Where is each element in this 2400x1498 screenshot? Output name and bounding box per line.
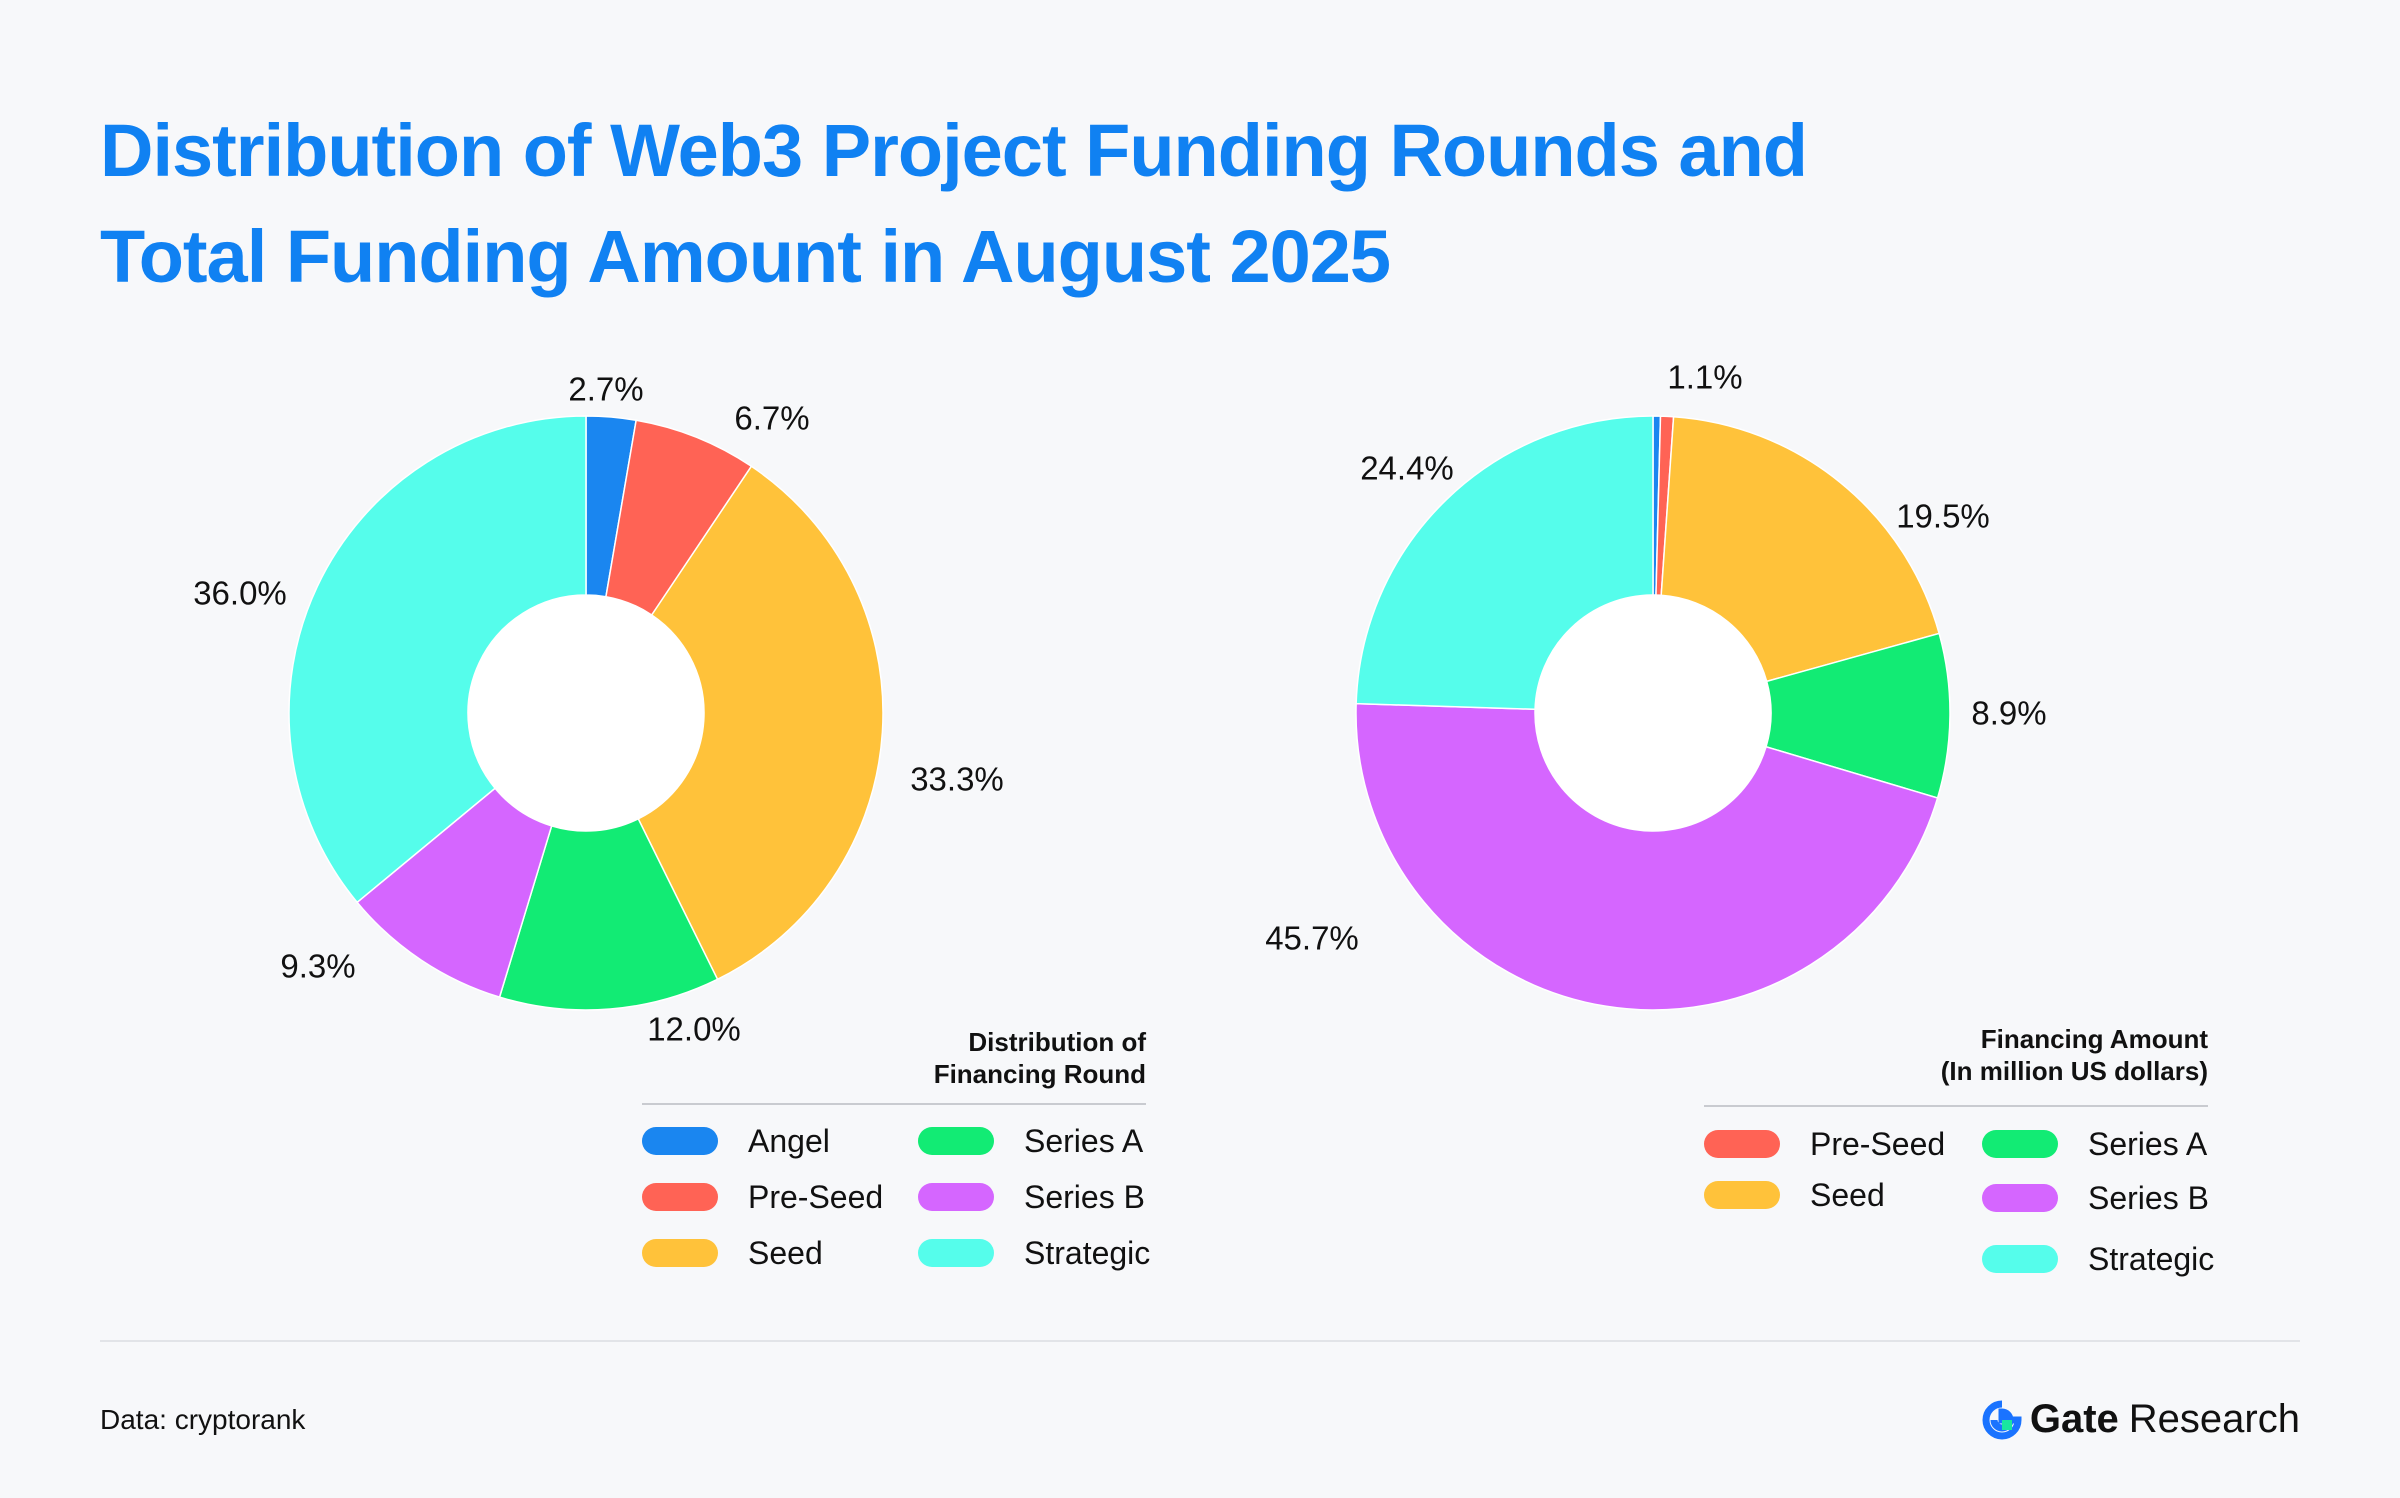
legend-label: Seed	[1810, 1176, 1885, 1213]
legend-swatch	[918, 1239, 994, 1267]
legend-item-seed: Seed	[1704, 1175, 1885, 1215]
data-label-pre-seed: 6.7%	[734, 400, 809, 437]
donut-chart-2: 1.1% 19.5% 8.9% 45.7% 24.4%	[1265, 359, 2047, 1011]
legend-item-series-a: Series A	[1982, 1124, 2207, 1164]
data-source: Data: cryptorank	[100, 1404, 306, 1435]
legend-label: Series A	[1024, 1122, 1144, 1159]
legend-item-angel: Angel	[642, 1121, 830, 1161]
legend-swatch	[642, 1183, 718, 1211]
legend-swatch	[1704, 1181, 1780, 1209]
legend-title: Financing Amount (In million US dollars)	[1760, 1023, 2208, 1087]
data-label-series-a: 12.0%	[647, 1011, 741, 1048]
legend-swatch	[1982, 1184, 2058, 1212]
title-line-2: Total Funding Amount in August 2025	[100, 215, 1391, 298]
legend-swatch	[1704, 1130, 1780, 1158]
donut-hole	[1535, 595, 1771, 831]
legend-divider	[642, 1103, 1146, 1105]
legend-item-strategic: Strategic	[1982, 1239, 2214, 1279]
legend-item-strategic: Strategic	[918, 1233, 1150, 1273]
legend-title-line-2: (In million US dollars)	[1940, 1056, 2208, 1086]
legend-title-line-1: Financing Amount	[1980, 1024, 2208, 1054]
donut-hole	[468, 595, 704, 831]
data-label-strategic: 36.0%	[193, 575, 287, 612]
legend-title-line-1: Distribution of	[968, 1027, 1146, 1057]
gate-logo-icon	[1982, 1400, 2022, 1439]
legend-label: Series B	[2088, 1179, 2209, 1216]
data-label-pre-seed: 1.1%	[1667, 359, 1742, 396]
legend-swatch	[918, 1127, 994, 1155]
data-label-seed: 33.3%	[910, 761, 1004, 798]
charts-canvas: 2.7% 6.7% 33.3% 12.0% 9.3% 36.0% 1.1% 19.5% 8.9%…	[193, 359, 2047, 1048]
data-label-seed: 19.5%	[1896, 498, 1990, 535]
legend-swatch	[1982, 1130, 2058, 1158]
page-title: Distribution of Web3 Project Funding Rou…	[100, 98, 1808, 310]
legend-label: Seed	[748, 1234, 823, 1271]
legend-swatch	[1982, 1245, 2058, 1273]
brand-sub: Research	[2128, 1397, 2300, 1441]
brand-name: Gate	[2029, 1397, 2119, 1441]
legend-label: Strategic	[1024, 1234, 1151, 1271]
legend-label: Pre-Seed	[1810, 1125, 1946, 1162]
legend-label: Strategic	[2088, 1240, 2215, 1277]
data-label-series-b: 45.7%	[1265, 920, 1359, 957]
legend-item-pre-seed: Pre-Seed	[642, 1177, 883, 1217]
legend-item-series-a: Series A	[918, 1121, 1143, 1161]
legend-swatch	[642, 1127, 718, 1155]
title-line-1: Distribution of Web3 Project Funding Rou…	[100, 109, 1808, 192]
legend-label: Series B	[1024, 1178, 1145, 1215]
brand-logo: Gate Research	[1982, 1397, 2300, 1442]
footer-divider	[100, 1340, 2300, 1342]
legend-label: Pre-Seed	[748, 1178, 884, 1215]
legend-label: Angel	[748, 1122, 830, 1159]
data-label-strategic: 24.4%	[1360, 450, 1454, 487]
legend-item-seed: Seed	[642, 1233, 823, 1273]
legend-swatch	[918, 1183, 994, 1211]
legend-item-series-b: Series B	[918, 1177, 1145, 1217]
legend-title-line-2: Financing Round	[933, 1059, 1146, 1089]
donut-chart-1: 2.7% 6.7% 33.3% 12.0% 9.3% 36.0%	[193, 371, 1004, 1048]
legend-divider	[1704, 1105, 2208, 1107]
data-label-angel: 2.7%	[568, 371, 643, 408]
legend-title: Distribution of Financing Round	[760, 1026, 1146, 1090]
legend-label: Series A	[2088, 1125, 2208, 1162]
legend-item-pre-seed: Pre-Seed	[1704, 1124, 1945, 1164]
legend-item-series-b: Series B	[1982, 1178, 2209, 1218]
data-label-series-b: 9.3%	[280, 948, 355, 985]
data-label-series-a: 8.9%	[1971, 695, 2046, 732]
legend-swatch	[642, 1239, 718, 1267]
